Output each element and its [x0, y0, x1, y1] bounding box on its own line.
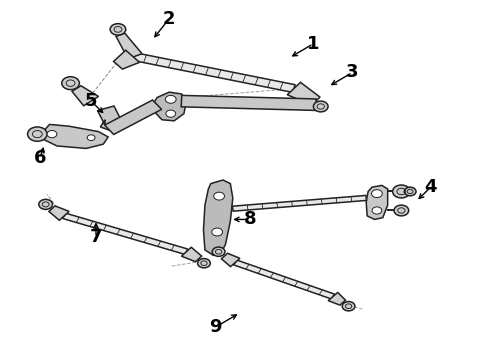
Circle shape: [166, 110, 175, 117]
Circle shape: [62, 77, 79, 90]
Circle shape: [314, 101, 328, 112]
Polygon shape: [221, 253, 240, 267]
Circle shape: [47, 131, 57, 138]
Circle shape: [27, 127, 47, 141]
Circle shape: [394, 205, 409, 216]
Text: 5: 5: [85, 92, 98, 110]
Text: 6: 6: [33, 149, 46, 167]
Text: 3: 3: [346, 63, 359, 81]
Polygon shape: [328, 292, 345, 305]
Polygon shape: [98, 106, 122, 133]
Polygon shape: [203, 180, 233, 255]
Circle shape: [371, 190, 382, 198]
Text: 7: 7: [90, 228, 102, 246]
Polygon shape: [181, 247, 201, 262]
Polygon shape: [234, 260, 335, 299]
Circle shape: [212, 228, 222, 236]
Text: 2: 2: [163, 10, 175, 28]
Polygon shape: [131, 53, 295, 93]
Circle shape: [404, 187, 416, 196]
Circle shape: [214, 192, 224, 200]
Text: 9: 9: [209, 318, 222, 336]
Polygon shape: [105, 100, 162, 135]
Polygon shape: [49, 206, 69, 220]
Circle shape: [110, 24, 126, 35]
Polygon shape: [287, 82, 320, 105]
Polygon shape: [63, 213, 188, 255]
Polygon shape: [42, 125, 108, 148]
Circle shape: [392, 185, 410, 198]
Circle shape: [197, 258, 210, 268]
Circle shape: [342, 302, 355, 311]
Circle shape: [372, 207, 382, 214]
Circle shape: [87, 135, 95, 140]
Circle shape: [212, 247, 225, 256]
Text: 8: 8: [244, 211, 256, 229]
Polygon shape: [114, 50, 140, 69]
Text: 1: 1: [307, 35, 319, 53]
Polygon shape: [72, 86, 98, 106]
Polygon shape: [366, 185, 388, 220]
Polygon shape: [232, 195, 367, 211]
Polygon shape: [153, 92, 186, 121]
Circle shape: [165, 95, 176, 103]
Polygon shape: [116, 33, 142, 59]
Polygon shape: [181, 95, 316, 111]
Text: 4: 4: [424, 178, 437, 196]
Circle shape: [39, 199, 52, 210]
